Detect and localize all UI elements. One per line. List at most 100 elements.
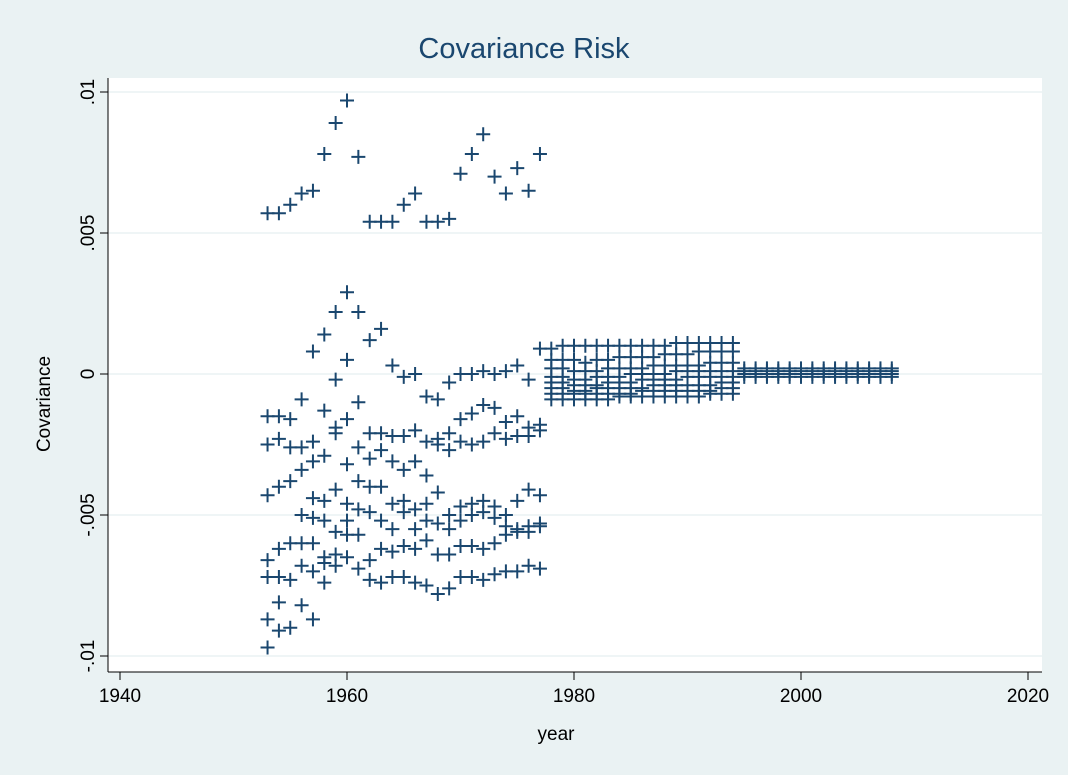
marker <box>351 395 366 410</box>
marker <box>328 482 343 497</box>
marker <box>430 392 445 407</box>
marker <box>328 426 343 441</box>
marker <box>305 564 320 579</box>
marker <box>725 386 740 401</box>
marker <box>532 423 547 438</box>
y-tick-label: -.005 <box>78 493 99 536</box>
marker <box>271 570 286 585</box>
marker <box>430 437 445 452</box>
marker <box>442 443 457 458</box>
marker <box>317 403 332 418</box>
marker <box>260 640 275 655</box>
x-tick-label: 2020 <box>1007 686 1049 707</box>
marker <box>464 508 479 522</box>
marker <box>476 572 491 587</box>
marker <box>430 516 445 531</box>
marker <box>305 612 320 627</box>
marker <box>476 127 491 142</box>
marker <box>271 623 286 638</box>
marker <box>317 555 332 570</box>
marker <box>294 508 309 522</box>
marker <box>408 454 423 469</box>
marker <box>260 437 275 452</box>
marker <box>442 508 457 522</box>
marker <box>442 547 457 562</box>
marker <box>532 488 547 503</box>
marker <box>396 429 411 444</box>
marker <box>487 426 502 441</box>
marker <box>453 499 468 514</box>
marker <box>442 211 457 226</box>
marker <box>419 468 434 483</box>
marker <box>317 575 332 590</box>
marker <box>385 522 400 537</box>
marker <box>283 412 298 427</box>
marker <box>351 502 366 517</box>
marker <box>283 620 298 635</box>
marker <box>430 485 445 500</box>
marker <box>430 586 445 601</box>
marker <box>317 327 332 342</box>
marker <box>498 414 513 429</box>
marker <box>351 149 366 164</box>
marker <box>374 479 389 494</box>
marker <box>340 352 354 367</box>
marker <box>408 423 423 438</box>
marker <box>453 166 468 181</box>
marker <box>385 454 400 469</box>
marker <box>464 570 479 585</box>
marker <box>260 612 275 627</box>
marker <box>476 364 491 379</box>
marker <box>476 541 491 556</box>
marker <box>271 409 286 424</box>
marker <box>487 536 502 551</box>
marker <box>498 364 513 379</box>
marker <box>521 524 536 539</box>
marker <box>396 539 411 554</box>
marker <box>487 567 502 582</box>
marker <box>294 558 309 573</box>
marker <box>283 197 298 212</box>
marker <box>362 553 377 568</box>
marker <box>305 510 320 525</box>
y-tick-label: .005 <box>78 215 99 252</box>
marker <box>340 457 354 472</box>
marker <box>283 572 298 587</box>
marker <box>328 116 343 131</box>
marker <box>453 412 468 427</box>
marker <box>305 344 320 359</box>
marker <box>362 505 377 520</box>
marker <box>408 575 423 590</box>
marker <box>442 375 457 390</box>
marker <box>374 321 389 336</box>
marker <box>442 581 457 596</box>
marker <box>464 406 479 421</box>
marker <box>476 398 491 413</box>
marker <box>419 578 434 593</box>
marker <box>305 536 320 551</box>
marker <box>374 513 389 528</box>
marker <box>317 448 332 463</box>
marker <box>408 367 423 381</box>
marker <box>396 570 411 585</box>
marker <box>408 186 423 201</box>
marker <box>385 496 400 511</box>
marker <box>408 502 423 517</box>
marker <box>362 333 377 348</box>
marker <box>260 488 275 503</box>
marker <box>521 372 536 387</box>
marker <box>305 491 320 506</box>
marker <box>328 524 343 539</box>
marker <box>385 358 400 373</box>
marker <box>453 434 468 449</box>
marker <box>317 147 332 162</box>
y-tick-label: 0 <box>78 369 99 380</box>
marker <box>305 454 320 469</box>
marker <box>294 440 309 455</box>
marker <box>408 541 423 556</box>
marker <box>305 183 320 198</box>
marker <box>487 367 502 381</box>
marker <box>691 389 706 404</box>
